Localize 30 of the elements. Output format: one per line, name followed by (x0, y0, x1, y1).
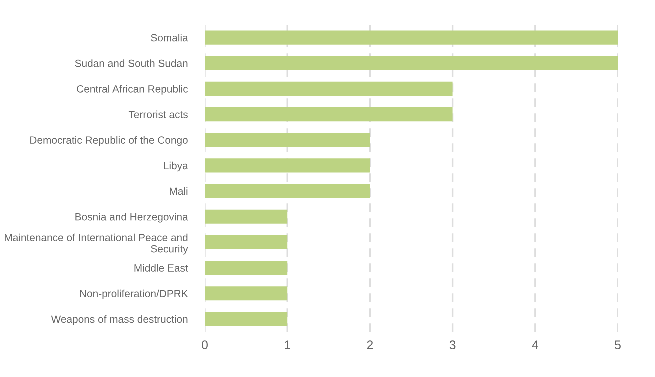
y-tick-label: Maintenance of International Peace and Security (5, 234, 188, 255)
bar (205, 210, 288, 224)
bar (205, 235, 288, 250)
bar (205, 312, 288, 326)
y-tick-label: Central African Republic (77, 85, 188, 95)
y-tick-label: Terrorist acts (128, 110, 188, 118)
bar (205, 82, 453, 96)
bar (205, 184, 370, 198)
y-tick-label: Weapons of mass destruction (51, 315, 188, 326)
y-tick-label: Sudan and South Sudan (75, 60, 188, 68)
y-tick-label: Libya (164, 162, 188, 172)
x-tick-label: 0 (202, 340, 208, 350)
bar (205, 158, 370, 173)
y-tick-label: Democratic Republic of the Congo (30, 136, 188, 146)
x-tick-label: 2 (367, 340, 374, 350)
y-tick-label: Mali (170, 188, 188, 196)
bar (205, 133, 370, 148)
bar (205, 261, 288, 276)
bar (205, 56, 618, 70)
bar (205, 286, 288, 301)
x-tick-label: 1 (285, 340, 290, 350)
bar (205, 30, 618, 45)
x-tick-label: 5 (615, 340, 621, 350)
x-tick-label: 4 (532, 340, 539, 350)
bar (205, 108, 453, 122)
y-tick-label: Somalia (151, 34, 188, 42)
y-tick-label: Non-proliferation/DPRK (80, 290, 188, 300)
y-tick-label: Bosnia and Herzegovina (76, 213, 188, 223)
y-tick-label: Middle East (134, 264, 188, 272)
x-tick-label: 3 (450, 340, 456, 350)
